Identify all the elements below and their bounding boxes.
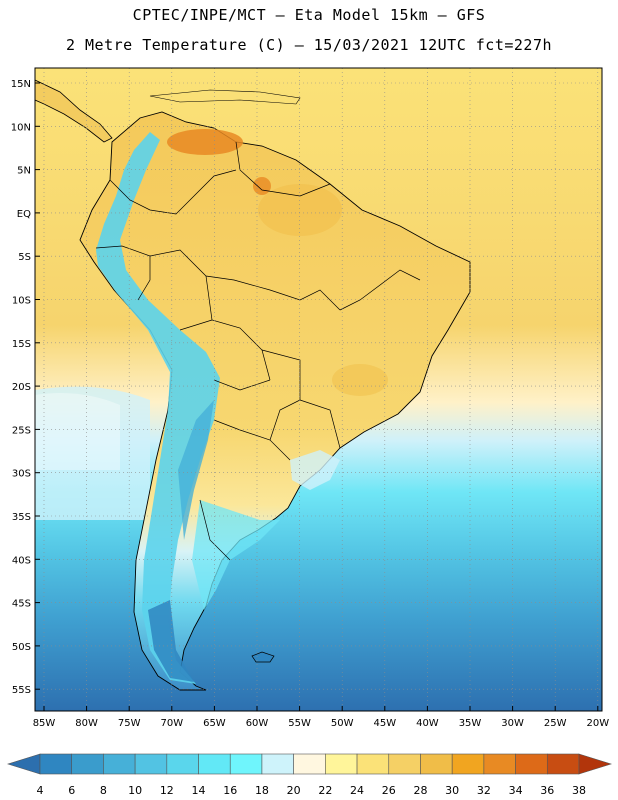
colorbar-tick-label: 28 — [413, 784, 427, 797]
lon-label: 80W — [75, 718, 98, 729]
lat-label: 50S — [12, 642, 31, 653]
colorbar-tick-label: 18 — [255, 784, 269, 797]
lon-label: 30W — [501, 718, 524, 729]
colorbar-tick-label: 16 — [223, 784, 237, 797]
lon-label: 35W — [459, 718, 482, 729]
lat-label: 30S — [12, 469, 31, 480]
lon-label: 40W — [416, 718, 439, 729]
lon-label: 70W — [160, 718, 183, 729]
colorbar-tick-label: 10 — [128, 784, 142, 797]
colorbar-swatch — [166, 753, 199, 775]
country-borders — [95, 141, 421, 561]
colorbar-tick-label: 12 — [160, 784, 174, 797]
colorbar-swatch — [356, 753, 390, 775]
longitude-labels: 85W 80W 75W 70W 65W 60W 55W 50W 45W 40W 35W 30W 25W 2… — [33, 706, 609, 729]
colorbar-swatch — [229, 753, 263, 775]
lat-label: 5S — [18, 252, 31, 263]
central-america-land — [35, 79, 113, 143]
lon-label: 20W — [586, 718, 609, 729]
colorbar-swatch — [71, 753, 104, 775]
lat-label: 25S — [12, 425, 31, 436]
colorbar-swatch — [451, 753, 485, 775]
lat-label: 15S — [12, 339, 31, 350]
colorbar-tick-label: 32 — [477, 784, 491, 797]
colorbar-swatch — [325, 753, 358, 775]
lon-label: 65W — [203, 718, 226, 729]
hot-spot-venezuela — [167, 129, 243, 155]
colorbar-swatch — [198, 753, 231, 775]
colorbar-tick-label: 8 — [100, 784, 107, 797]
lon-label: 45W — [373, 718, 396, 729]
colorbar-swatch — [388, 753, 421, 775]
colorbar-swatch — [293, 753, 326, 775]
lon-label: 25W — [544, 718, 567, 729]
latitude-labels: 15N 10N 5N EQ 5S 10S 15S 20S 25S 30S 35S 40S 45S 50S 5… — [11, 79, 40, 696]
colorbar-tick-label: 22 — [318, 784, 332, 797]
lon-label: 50W — [331, 718, 354, 729]
lon-label: 75W — [118, 718, 141, 729]
map-title-line1: CPTEC/INPE/MCT – Eta Model 15km – GFS — [132, 6, 486, 24]
lat-label: 15N — [11, 79, 31, 90]
colorbar-tick-label: 20 — [287, 784, 301, 797]
lat-label: 40S — [12, 555, 31, 566]
lat-label: 20S — [12, 382, 31, 393]
lat-label: 10N — [11, 122, 31, 133]
colorbar-swatch — [483, 753, 516, 775]
colorbar-swatch — [546, 753, 580, 775]
colorbar-tick-label: 26 — [382, 784, 396, 797]
andes-cool-zone — [96, 132, 220, 684]
colorbar-under-triangle — [6, 753, 41, 775]
map-frame — [34, 67, 603, 712]
lat-label: 35S — [12, 512, 31, 523]
lat-label: 5N — [17, 166, 31, 177]
colorbar-tick-label: 4 — [37, 784, 44, 797]
lon-label: 55W — [288, 718, 311, 729]
colorbar-tick-label: 6 — [68, 784, 75, 797]
lat-label: 10S — [12, 296, 31, 307]
colorbar-swatch — [134, 753, 168, 775]
map-title-line2: 2 Metre Temperature (C) – 15/03/2021 12U… — [65, 36, 553, 54]
pacific-cool-band — [35, 386, 150, 520]
lat-label: 45S — [12, 599, 31, 610]
colorbar-swatch — [515, 753, 548, 775]
colorbar-tick-label: 14 — [192, 784, 206, 797]
colorbar-tick-label: 30 — [445, 784, 459, 797]
colorbar-tick-label: 34 — [509, 784, 523, 797]
colorbar-tick-label: 36 — [540, 784, 554, 797]
lat-label: EQ — [17, 209, 31, 220]
colorbar: 4 6 8 10 12 14 16 18 20 22 24 26 28 30 32 34 36 38 — [6, 753, 613, 797]
colorbar-tick-label: 38 — [572, 784, 586, 797]
colorbar-tick-label: 24 — [350, 784, 364, 797]
colorbar-swatch — [39, 753, 73, 775]
lon-label: 85W — [33, 718, 56, 729]
colorbar-swatch — [103, 753, 136, 775]
lat-label: 55S — [12, 685, 31, 696]
graticule — [35, 68, 602, 711]
colorbar-over-triangle — [578, 753, 613, 775]
colorbar-swatch — [420, 753, 453, 775]
lon-label: 60W — [246, 718, 269, 729]
colorbar-swatch — [261, 753, 294, 775]
